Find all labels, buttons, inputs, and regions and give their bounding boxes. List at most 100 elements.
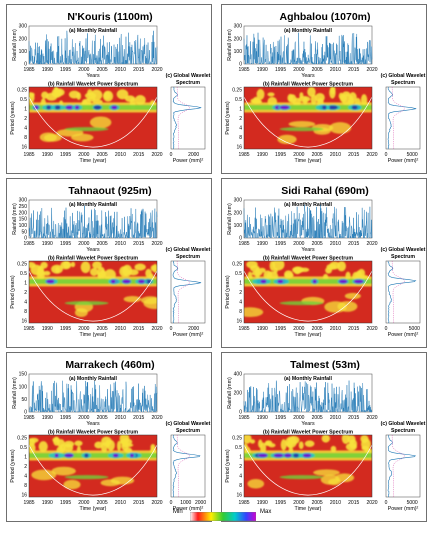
gws-subtitle-2: Spectrum bbox=[391, 80, 415, 86]
gws-axes bbox=[385, 260, 421, 324]
gws-subtitle: (c) Global Wavelet bbox=[381, 73, 426, 79]
period-tick-label: 4 bbox=[239, 126, 242, 132]
gws-xlabel: Power (mm)² bbox=[388, 158, 419, 164]
annual-band-core bbox=[244, 104, 372, 110]
heatmap-blob bbox=[43, 270, 51, 276]
rain-xtick-label: 1985 bbox=[238, 241, 249, 247]
period-tick-label: 8 bbox=[24, 135, 27, 141]
annual-peak-core bbox=[122, 279, 131, 284]
heatmap-blob bbox=[102, 90, 114, 102]
longperiod-blob bbox=[328, 478, 342, 486]
gws-xtick-label: 0 bbox=[385, 152, 388, 158]
rain-ylabel: Rainfall (mm) bbox=[227, 203, 233, 235]
rain-xtick-label: 2000 bbox=[293, 67, 304, 73]
spectrum-xtick-label: 1990 bbox=[42, 152, 53, 158]
rain-ytick-label: 300 bbox=[19, 24, 28, 30]
heatmap-blob bbox=[342, 91, 351, 97]
rain-ytick-label: 100 bbox=[19, 384, 28, 390]
gws-xlabel: Power (mm)² bbox=[388, 332, 419, 338]
annual-peak-core bbox=[110, 279, 116, 284]
period-tick-label: 2 bbox=[239, 464, 242, 470]
spectrum-xtick-label: 1990 bbox=[257, 152, 268, 158]
spectrum-xtick-label: 2010 bbox=[330, 152, 341, 158]
period-tick-label: 1 bbox=[24, 107, 27, 113]
period-ylabel: Period (years) bbox=[225, 101, 231, 134]
spectrum-xtick-label: 2015 bbox=[348, 326, 359, 332]
rain-ytick-label: 0 bbox=[239, 410, 242, 416]
longperiod-blob bbox=[43, 133, 62, 142]
annual-band-core bbox=[244, 278, 372, 284]
heatmap-blob bbox=[357, 268, 366, 278]
annual-peak-core bbox=[322, 105, 327, 110]
gws-curve bbox=[387, 434, 416, 498]
rain-ytick-label: 150 bbox=[19, 372, 28, 378]
spectrum-xtick-label: 1995 bbox=[60, 152, 71, 158]
heatmap-blob bbox=[273, 267, 278, 274]
gws-subtitle-2: Spectrum bbox=[391, 254, 415, 260]
period-ylabel: Period (years) bbox=[10, 449, 16, 482]
spectrum-axes bbox=[243, 434, 373, 498]
rain-xtick-label: 2005 bbox=[97, 67, 108, 73]
rain-ytick-label: 200 bbox=[234, 391, 243, 397]
gws-xtick-label: 0 bbox=[170, 152, 173, 158]
rain-xtick-label: 2010 bbox=[115, 415, 126, 421]
heatmap-blob bbox=[128, 269, 139, 276]
spectrum-xtick-label: 2010 bbox=[115, 326, 126, 332]
annual-band-core bbox=[29, 452, 157, 458]
rain-ytick-label: 300 bbox=[234, 24, 243, 30]
longperiod-blob bbox=[244, 307, 264, 318]
rain-subtitle: (a) Monthly Rainfall bbox=[69, 376, 117, 382]
period-ylabel: Period (years) bbox=[10, 275, 16, 308]
rain-ytick-label: 0 bbox=[24, 236, 27, 242]
rain-xtick-label: 1995 bbox=[60, 415, 71, 421]
heatmap-blob bbox=[304, 440, 315, 448]
spectrum-xtick-label: 2005 bbox=[312, 500, 323, 506]
longperiod-blob bbox=[123, 295, 142, 303]
rain-xtick-label: 2010 bbox=[330, 241, 341, 247]
rain-xtick-label: 2020 bbox=[151, 415, 162, 421]
spectrum-xtick-label: 1985 bbox=[238, 152, 249, 158]
gws-xtick-label: 0 bbox=[170, 326, 173, 332]
gws-subtitle: (c) Global Wavelet bbox=[166, 421, 211, 427]
heatmap-blob bbox=[289, 94, 297, 103]
annual-peak-core bbox=[293, 453, 299, 458]
period-tick-label: 0.25 bbox=[17, 262, 27, 268]
spectrum-axes bbox=[243, 86, 373, 150]
rain-subtitle: (a) Monthly Rainfall bbox=[284, 202, 332, 208]
heatmap-blob bbox=[250, 98, 262, 104]
period-tick-label: 16 bbox=[21, 493, 27, 499]
rain-xtick-label: 2020 bbox=[366, 415, 377, 421]
spectrum-xtick-label: 1990 bbox=[42, 326, 53, 332]
heatmap-blob bbox=[256, 88, 265, 100]
rain-xtick-label: 2020 bbox=[151, 241, 162, 247]
heatmap-blob bbox=[337, 261, 346, 272]
rain-ytick-label: 100 bbox=[19, 49, 28, 55]
longperiod-blob bbox=[329, 122, 352, 134]
spectrum-subtitle: (b) Rainfall Wavelet Power Spectrum bbox=[263, 82, 353, 88]
annual-peak-core bbox=[46, 105, 52, 110]
period-tick-label: 2 bbox=[239, 290, 242, 296]
annual-peak-core bbox=[129, 453, 134, 458]
panel-svg: Aghbalou (1070m)(a) Monthly Rainfall0100… bbox=[225, 11, 426, 164]
rain-xtick-label: 2010 bbox=[115, 241, 126, 247]
rain-series-line bbox=[243, 32, 373, 65]
spectrum-xtick-label: 2020 bbox=[366, 326, 377, 332]
longperiod-blob bbox=[63, 479, 81, 490]
rain-series-line bbox=[243, 204, 373, 239]
gws-subtitle: (c) Global Wavelet bbox=[166, 247, 211, 253]
gws-xlabel: Power (mm)² bbox=[173, 158, 204, 164]
spectrum-xtick-label: 1985 bbox=[238, 326, 249, 332]
spectrum-xtick-label: 2015 bbox=[133, 500, 144, 506]
station-title: Talmest (53m) bbox=[290, 359, 360, 371]
station-panel: Tahnaout (925m) (a) Monthly Rainfall 0 50 10… bbox=[6, 178, 212, 348]
period-tick-label: 0.25 bbox=[17, 436, 27, 442]
gws-curve bbox=[387, 86, 417, 150]
heatmap-blob bbox=[53, 436, 60, 446]
period-tick-label: 0.5 bbox=[235, 271, 242, 277]
annual-peak-core bbox=[273, 453, 284, 458]
spectrum-xtick-label: 1995 bbox=[275, 152, 286, 158]
longperiod-blob bbox=[247, 478, 265, 489]
annual-peak-core bbox=[111, 105, 118, 110]
rain-xtick-label: 2020 bbox=[366, 241, 377, 247]
wavelet-heatmap bbox=[29, 261, 157, 323]
